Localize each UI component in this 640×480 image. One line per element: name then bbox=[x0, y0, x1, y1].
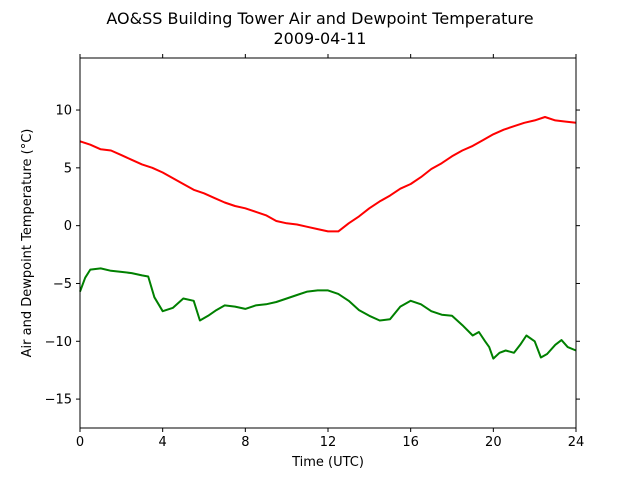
x-tick-label: 0 bbox=[76, 435, 84, 450]
x-tick-label: 12 bbox=[320, 435, 337, 450]
dewpoint-temperature-line bbox=[79, 267, 577, 360]
x-axis-label: Time (UTC) bbox=[291, 455, 364, 470]
y-tick-label: 5 bbox=[64, 161, 72, 176]
chart-title: AO&SS Building Tower Air and Dewpoint Te… bbox=[106, 9, 533, 28]
x-tick-label: 4 bbox=[159, 435, 167, 450]
x-tick-label: 16 bbox=[402, 435, 419, 450]
y-axis: −15 −10 −5 0 5 10 bbox=[45, 104, 580, 408]
y-axis-label: Air and Dewpoint Temperature (°C) bbox=[20, 129, 35, 358]
series-layer bbox=[79, 116, 577, 360]
x-axis: 0 4 8 12 16 20 24 bbox=[76, 54, 584, 450]
x-tick-label: 20 bbox=[485, 435, 502, 450]
y-tick-label: 10 bbox=[55, 104, 72, 119]
y-tick-label: −10 bbox=[45, 335, 72, 350]
y-tick-label: −15 bbox=[45, 393, 72, 408]
x-tick-label: 24 bbox=[568, 435, 585, 450]
x-tick-label: 8 bbox=[241, 435, 249, 450]
air-temperature-line bbox=[79, 116, 577, 233]
y-tick-label: −5 bbox=[53, 277, 72, 292]
y-tick-label: 0 bbox=[64, 219, 72, 234]
chart-subtitle: 2009-04-11 bbox=[274, 29, 367, 48]
plot-frame bbox=[79, 57, 577, 429]
